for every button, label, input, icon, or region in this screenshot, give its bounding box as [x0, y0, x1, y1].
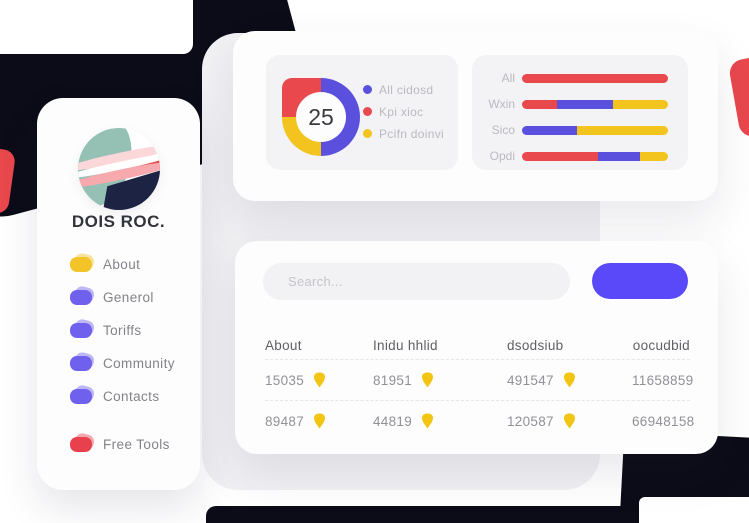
donut-chart-panel: 25 All cidosd Kpi xioc Pcifn doinvi: [266, 55, 458, 170]
pick-icon: [563, 413, 575, 429]
table-row: 15035 81951 491547 11658859: [265, 360, 694, 400]
sidebar-item-free-tools[interactable]: Free Tools: [70, 431, 190, 454]
menu-blob-icon: [70, 350, 96, 372]
pick-icon: [422, 413, 434, 429]
sidebar-item-community[interactable]: Community: [70, 350, 190, 373]
legend-dot-icon: [363, 129, 372, 138]
brand-logo: [78, 128, 160, 210]
cell-value: 44819: [373, 413, 413, 429]
pick-icon: [314, 413, 326, 429]
sidebar-item-toriffs[interactable]: Toriffs: [70, 317, 190, 340]
table-card: About Inidu hhlid dsodsiub oocudbid 1503…: [235, 241, 718, 454]
cell-value: 81951: [373, 372, 413, 388]
donut-chart: 25: [282, 78, 360, 156]
cell-value: 491547: [507, 372, 554, 388]
stacked-bars-panel: All Wxin Sico Opdi: [472, 55, 688, 170]
cell-value: 120587: [507, 413, 554, 429]
sidebar-item-contacts[interactable]: Contacts: [70, 383, 190, 406]
search-bar: [263, 263, 570, 300]
sidebar-menu: About Generol Toriffs Community Contacts…: [70, 251, 190, 467]
stacked-bars-chart: All Wxin Sico Opdi: [472, 68, 688, 172]
legend-dot-icon: [363, 107, 372, 116]
cell-value: 11658859: [632, 372, 694, 388]
cell-value: 89487: [265, 413, 305, 429]
column-header: dsodsiub: [507, 337, 564, 353]
bar-track: [522, 99, 668, 109]
dashed-divider: [265, 400, 690, 401]
donut-legend: All cidosd Kpi xioc Pcifn doinvi: [363, 83, 444, 149]
bar-track: [522, 73, 668, 83]
bar-row: Sico: [472, 120, 688, 140]
search-input[interactable]: [263, 263, 570, 300]
pick-icon: [422, 372, 434, 388]
table-header-row: About Inidu hhlid dsodsiub oocudbid: [265, 331, 690, 359]
sidebar-item-about[interactable]: About: [70, 251, 190, 274]
menu-blob-icon: [70, 317, 96, 339]
legend-item: All cidosd: [363, 83, 444, 97]
legend-item: Kpi xioc: [363, 105, 444, 119]
bar-track: [522, 125, 668, 135]
cell-value: 15035: [265, 372, 305, 388]
cell-value: 66948158: [632, 413, 695, 429]
column-header: Inidu hhlid: [373, 337, 438, 353]
bar-row: All: [472, 68, 688, 88]
menu-blob-icon: [70, 383, 96, 405]
column-header: oocudbid: [632, 337, 690, 353]
decor-white-rect-top-left: [0, 0, 193, 54]
primary-action-button[interactable]: [592, 263, 688, 299]
bar-track: [522, 151, 668, 161]
menu-blob-icon: [70, 284, 96, 306]
bar-row: Wxin: [472, 94, 688, 114]
data-table: About Inidu hhlid dsodsiub oocudbid 1503…: [265, 331, 694, 441]
legend-item: Pcifn doinvi: [363, 127, 444, 141]
sidebar: DOIS ROC. About Generol Toriffs Communit…: [37, 98, 200, 490]
donut-center-value: 25: [296, 92, 346, 142]
legend-dot-icon: [363, 85, 372, 94]
pick-icon: [314, 372, 326, 388]
pick-icon: [563, 372, 575, 388]
decor-navy-strip-bottom: [206, 506, 634, 523]
column-header: About: [265, 337, 302, 353]
charts-card: 25 All cidosd Kpi xioc Pcifn doinvi: [233, 31, 718, 201]
decor-red-shape-right: [727, 51, 749, 139]
menu-blob-icon: [70, 431, 96, 453]
decor-white-rect-bottom-right: [639, 497, 749, 523]
bar-row: Opdi: [472, 146, 688, 166]
dashed-divider: [265, 359, 690, 360]
brand-name: DOIS ROC.: [71, 212, 166, 231]
menu-blob-icon: [70, 251, 96, 273]
sidebar-item-generol[interactable]: Generol: [70, 284, 190, 307]
table-row: 89487 44819 120587 66948158: [265, 401, 694, 441]
